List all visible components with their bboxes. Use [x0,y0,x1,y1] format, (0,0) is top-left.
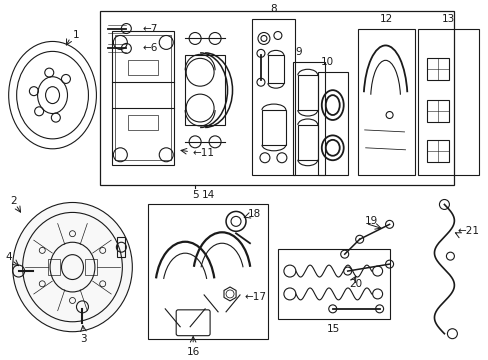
Bar [417,28,478,175]
Text: 8: 8 [269,4,276,14]
Bar [185,55,224,125]
Text: 15: 15 [326,324,340,334]
Bar [427,100,448,122]
Bar [115,36,171,160]
Text: 12: 12 [379,14,392,23]
Bar [427,58,448,80]
Text: ←7: ←7 [142,23,157,33]
Bar [277,249,389,319]
Text: 14: 14 [201,189,214,199]
Text: 9: 9 [295,48,302,57]
Bar [251,19,294,175]
Bar [297,75,317,110]
Text: 20: 20 [349,279,362,289]
Text: 3: 3 [80,334,86,344]
Bar [262,110,285,145]
Text: 18: 18 [247,210,261,219]
Bar [317,72,347,175]
Bar [297,125,317,160]
Text: 4: 4 [5,252,12,262]
Text: ←21: ←21 [456,226,478,236]
Bar [112,31,174,165]
Bar [128,60,158,75]
Bar [128,115,158,130]
Text: ←17: ←17 [244,292,265,302]
Bar [267,55,284,83]
Bar [85,259,97,275]
Bar [117,237,125,257]
Text: ←6: ←6 [142,44,157,53]
Text: 2: 2 [11,197,17,207]
Bar [148,204,267,339]
Text: 16: 16 [186,347,200,357]
Text: 19: 19 [364,216,377,226]
Bar [292,62,324,175]
Bar [427,140,448,162]
Bar [100,11,453,185]
Text: ←11: ←11 [192,148,214,158]
Ellipse shape [13,202,132,332]
Bar [47,259,60,275]
Text: 1: 1 [72,31,79,40]
Bar [357,28,414,175]
Text: 10: 10 [320,57,333,67]
Text: 13: 13 [441,14,454,23]
Text: 5: 5 [191,190,198,199]
